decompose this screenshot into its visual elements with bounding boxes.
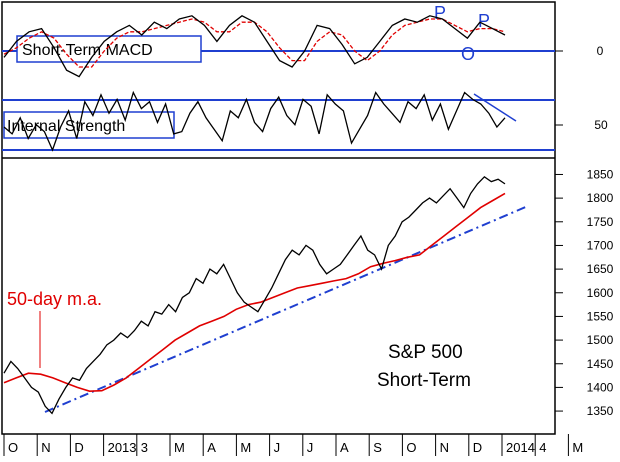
- support-trendline: [44, 205, 529, 413]
- x-tick-label: M: [174, 440, 185, 455]
- strength-tick-label: 50: [594, 118, 608, 132]
- macd-tick-label: 0: [597, 44, 604, 58]
- macd-label: Short-Term MACD: [22, 42, 153, 59]
- y-tick-label: 1550: [587, 309, 614, 323]
- y-tick-label: 1400: [587, 380, 614, 394]
- y-tick-label: 1850: [587, 167, 614, 181]
- y-tick-label: 1600: [587, 286, 614, 300]
- y-tick-label: 1750: [587, 215, 614, 229]
- macd-label-box: [16, 35, 202, 63]
- ma-line: [3, 192, 506, 393]
- x-tick-label: D: [74, 440, 83, 455]
- macd-panel: 0 Short-Term MACD P P O: [2, 3, 604, 78]
- x-axis: O N D 2013 3 M A M J J A S O N D 2014 4 M: [2, 433, 583, 456]
- ma-label: 50-day m.a.: [7, 289, 102, 309]
- chart-subtitle: Short-Term: [377, 370, 471, 391]
- strength-label: Internal Strength: [7, 118, 125, 135]
- x-tick-label: M: [572, 440, 583, 455]
- y-tick-label: 1500: [587, 333, 614, 347]
- y-tick-label: 1650: [587, 262, 614, 276]
- x-tick-label: 3: [141, 440, 148, 455]
- strength-panel: 50 Internal Strength: [2, 90, 608, 152]
- y-tick-label: 1450: [587, 357, 614, 371]
- x-tick-label: O: [8, 440, 18, 455]
- x-tick-label: N: [41, 440, 50, 455]
- x-tick-label: M: [240, 440, 251, 455]
- y-tick-label: 1800: [587, 191, 614, 205]
- price-line: [3, 175, 506, 415]
- x-tick-label: 2014: [506, 440, 535, 455]
- macd-line: [3, 15, 506, 78]
- x-tick-label: S: [373, 440, 382, 455]
- x-tick-label: 4: [539, 440, 546, 455]
- x-tick-label: N: [440, 440, 449, 455]
- x-tick-label: O: [406, 440, 416, 455]
- x-tick-label: A: [340, 440, 349, 455]
- x-tick-label: J: [274, 440, 281, 455]
- strength-label-box: [3, 111, 175, 139]
- x-tick-label: J: [307, 440, 314, 455]
- price-panel: 1350 1400 1450 1500 1550 1600 1650 1700 1750 1800…: [3, 167, 614, 418]
- x-tick-label: 2013: [108, 440, 137, 455]
- x-tick-label: D: [473, 440, 482, 455]
- strength-trendline: [473, 93, 517, 122]
- price-y-ticks: 1350 1400 1450 1500 1550 1600 1650 1700 1750 1800…: [555, 167, 614, 418]
- chart-title: S&P 500: [388, 342, 463, 363]
- y-tick-label: 1350: [587, 404, 614, 418]
- strength-line: [3, 90, 506, 152]
- y-tick-label: 1700: [587, 238, 614, 252]
- annotation-o: O: [461, 44, 475, 64]
- x-tick-label: A: [207, 440, 216, 455]
